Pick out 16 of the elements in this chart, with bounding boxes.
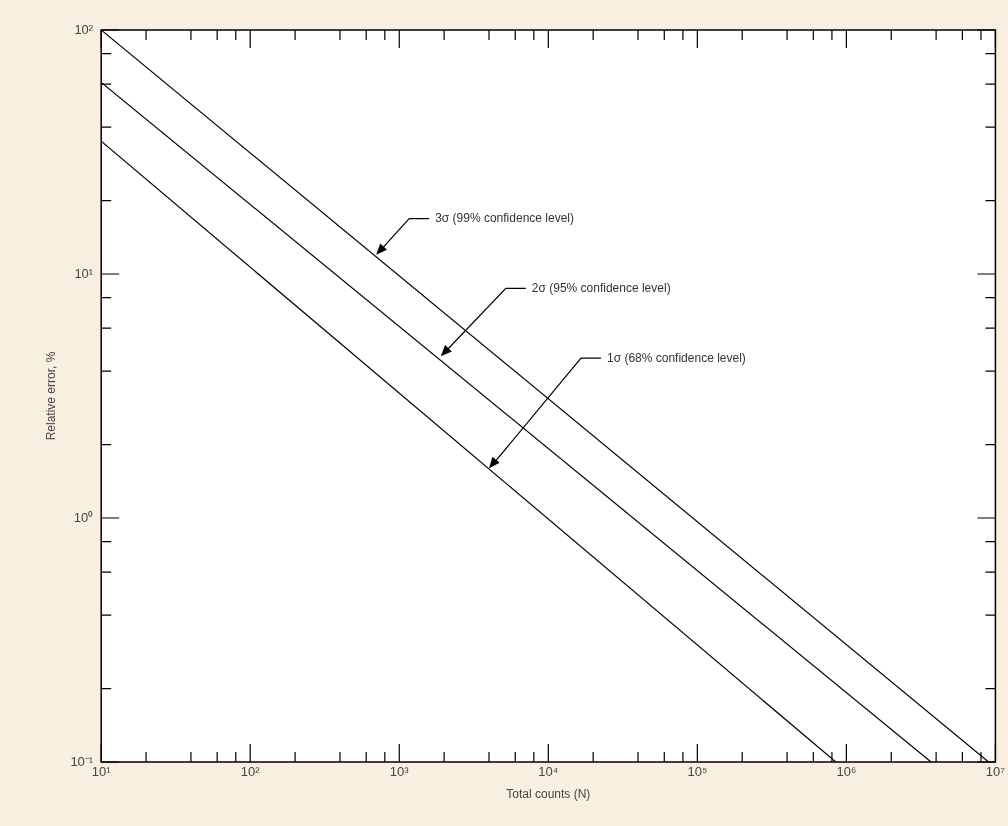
x-axis-title: Total counts (N) — [506, 787, 591, 802]
y-tick-label: 10¹ — [74, 265, 94, 281]
annotation: 2σ (95% confidence level) — [531, 280, 671, 295]
x-tick-label: 10⁶ — [836, 764, 857, 780]
x-tick-label: 10⁷ — [985, 764, 1006, 780]
x-tick-label: 10¹ — [91, 764, 112, 780]
y-tick-label: 10² — [74, 21, 94, 37]
y-tick-label: 10⁰ — [73, 509, 94, 525]
x-tick-label: 10⁴ — [538, 764, 559, 780]
y-tick-label: 10⁻¹ — [70, 753, 94, 769]
x-tick-label: 10² — [240, 764, 261, 780]
x-tick-label: 10³ — [389, 764, 410, 780]
y-axis-title: Relative error, % — [43, 351, 58, 441]
x-tick-label: 10⁵ — [687, 764, 708, 780]
annotation: 1σ (68% confidence level) — [607, 350, 746, 365]
annotation: 3σ (99% confidence level) — [435, 210, 575, 225]
